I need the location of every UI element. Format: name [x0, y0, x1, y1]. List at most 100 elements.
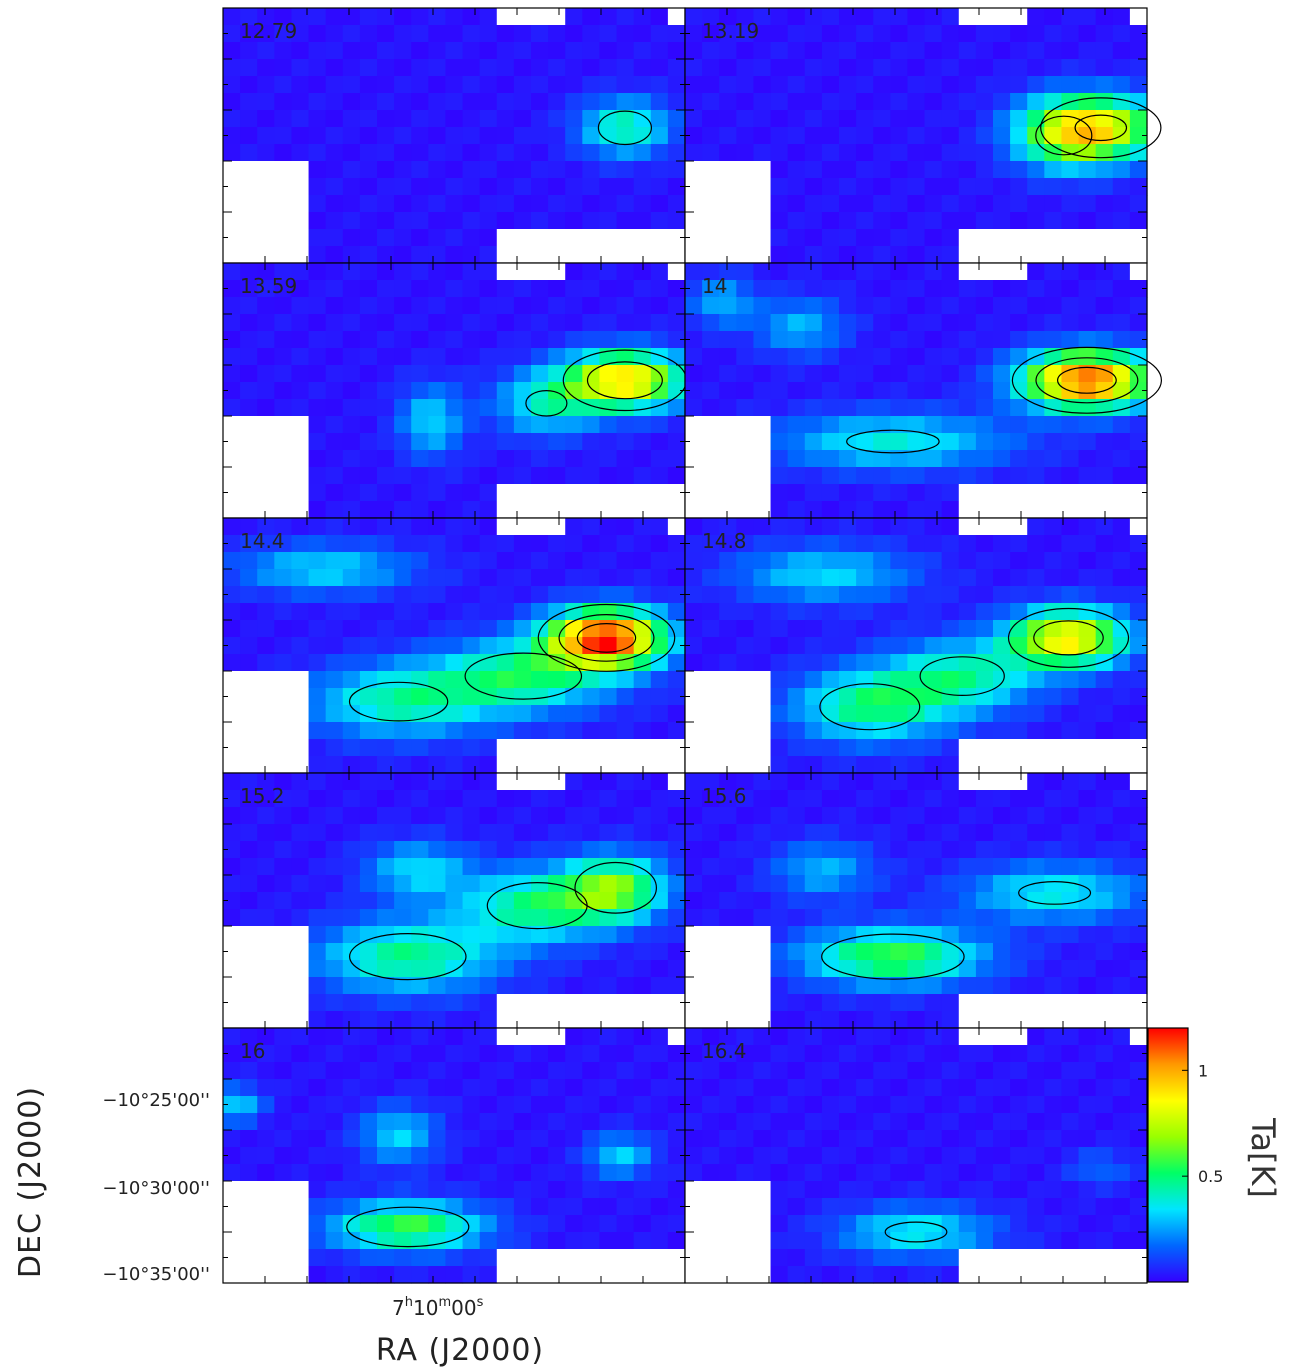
heatmap-cell — [685, 518, 703, 536]
heatmap-cell — [1027, 212, 1045, 230]
x-axis-label: RA (J2000) — [376, 1333, 544, 1368]
heatmap-cell — [548, 977, 566, 995]
heatmap-cell — [873, 909, 891, 927]
heatmap-cell — [513, 926, 532, 944]
heatmap-cell — [719, 229, 737, 247]
heatmap-cell — [958, 858, 977, 876]
heatmap-cell — [599, 722, 618, 740]
heatmap-cell — [274, 467, 293, 485]
heatmap-cell — [702, 1249, 720, 1267]
heatmap-cell — [1112, 1113, 1131, 1131]
heatmap-cell — [839, 943, 857, 961]
heatmap-cell — [531, 178, 549, 196]
heatmap-cell — [787, 875, 806, 893]
heatmap-cell — [582, 552, 601, 570]
heatmap-cell — [462, 620, 481, 638]
heatmap-cell — [565, 280, 583, 298]
heatmap-cell — [479, 348, 498, 366]
heatmap-cell — [907, 1011, 926, 1029]
heatmap-cell — [240, 603, 258, 621]
heatmap-cell — [804, 1062, 823, 1080]
heatmap-cell — [975, 450, 994, 468]
heatmap-cell — [719, 569, 737, 587]
heatmap-cell — [873, 603, 891, 621]
heatmap-cell — [1129, 1164, 1148, 1182]
heatmap-cell — [531, 433, 549, 451]
heatmap-cell — [377, 433, 395, 451]
heatmap-cell — [496, 382, 515, 400]
heatmap-cell — [462, 705, 481, 723]
heatmap-cell — [890, 501, 909, 519]
heatmap-cell — [359, 195, 378, 213]
heatmap-cell — [1061, 365, 1080, 383]
heatmap-cell — [787, 59, 806, 77]
heatmap-cell — [428, 569, 447, 587]
heatmap-cell — [804, 416, 823, 434]
heatmap-cell — [257, 1045, 275, 1063]
heatmap-cell — [496, 756, 515, 774]
heatmap-cell — [377, 620, 395, 638]
heatmap-cell — [462, 926, 481, 944]
heatmap-cell — [890, 212, 909, 230]
heatmap-cell — [1095, 1079, 1114, 1097]
heatmap-cell — [873, 433, 891, 451]
channel-panel: 14 — [684, 262, 1163, 519]
heatmap-cell — [513, 416, 532, 434]
heatmap-cell — [958, 841, 977, 859]
heatmap-cell — [394, 603, 412, 621]
heatmap-cell — [342, 263, 361, 281]
heatmap-cell — [394, 637, 412, 655]
heatmap-cell — [839, 297, 857, 315]
heatmap-cell — [291, 1198, 310, 1216]
heatmap-cell — [359, 875, 378, 893]
heatmap-cell — [941, 909, 960, 927]
heatmap-cell — [924, 790, 943, 808]
heatmap-cell — [890, 688, 909, 706]
heatmap-cell — [941, 1130, 960, 1148]
heatmap-cell — [941, 59, 960, 77]
heatmap-cell — [685, 1215, 703, 1233]
heatmap-cell — [599, 467, 618, 485]
heatmap-cell — [719, 25, 737, 43]
x-tick-seconds: 00 — [451, 1296, 476, 1320]
heatmap-cell — [548, 1130, 566, 1148]
heatmap-cell — [975, 399, 994, 417]
contour-line — [1007, 607, 1130, 668]
heatmap-cell — [924, 110, 943, 128]
heatmap-cell — [616, 127, 635, 145]
heatmap-cell — [702, 280, 720, 298]
heatmap-cell — [941, 1062, 960, 1080]
heatmap-cell — [1112, 433, 1131, 451]
heatmap-cell — [787, 280, 806, 298]
heatmap-cell — [856, 450, 874, 468]
heatmap-cell — [599, 8, 618, 26]
heatmap-cell — [821, 1096, 840, 1114]
heatmap-cell — [240, 722, 258, 740]
heatmap-cell — [1095, 926, 1114, 944]
heatmap-cell — [804, 739, 823, 757]
heatmap-cell — [856, 1062, 874, 1080]
heatmap-cell — [890, 858, 909, 876]
heatmap-cell — [342, 229, 361, 247]
heatmap-cell — [411, 178, 429, 196]
heatmap-cell — [770, 382, 789, 400]
heatmap-cell — [599, 127, 618, 145]
heatmap-cell — [411, 875, 429, 893]
heatmap-cell — [633, 144, 652, 162]
heatmap-cell — [975, 790, 994, 808]
heatmap-cell — [993, 1181, 1011, 1199]
heatmap-cell — [685, 467, 703, 485]
heatmap-cell — [599, 399, 618, 417]
heatmap-cell — [223, 348, 241, 366]
heatmap-cell — [377, 1164, 395, 1182]
heatmap-cell — [291, 161, 310, 179]
heatmap-cell — [907, 93, 926, 111]
heatmap-cell — [924, 1011, 943, 1029]
heatmap-cell — [359, 1266, 378, 1284]
heatmap-cell — [291, 688, 310, 706]
heatmap-cell — [924, 161, 943, 179]
heatmap-cell — [548, 1164, 566, 1182]
heatmap-cell — [223, 280, 241, 298]
heatmap-cell — [1010, 280, 1028, 298]
heatmap-cell — [308, 297, 327, 315]
